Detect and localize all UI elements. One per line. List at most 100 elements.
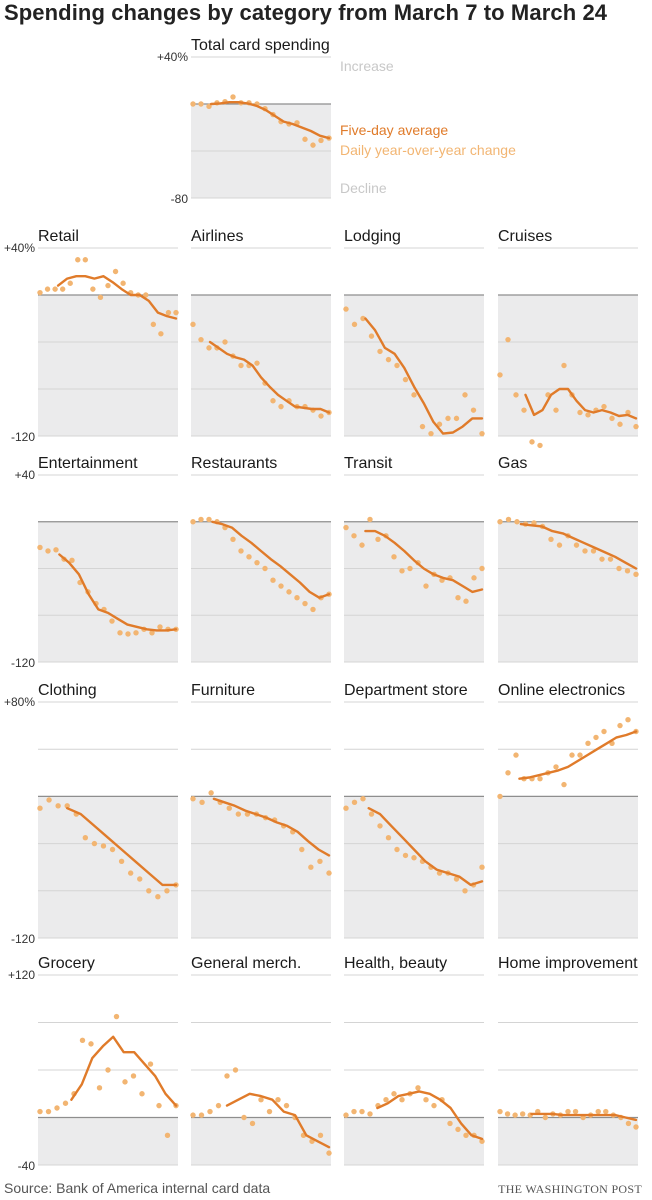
daily-point (326, 1150, 332, 1156)
chart-panel: Gas (497, 455, 639, 663)
y-tick-label: +40% (4, 241, 35, 255)
daily-point (206, 103, 212, 110)
decline-background (191, 295, 331, 436)
daily-point (283, 1102, 290, 1109)
daily-point (391, 554, 397, 560)
daily-point (206, 345, 212, 351)
daily-point (601, 728, 607, 735)
five-day-average-line (225, 1092, 331, 1149)
daily-point (542, 1114, 549, 1121)
decline-background (38, 521, 178, 662)
daily-point (553, 764, 559, 770)
daily-point (88, 1041, 94, 1047)
panel-title: Home improvement (498, 955, 638, 972)
daily-point (158, 331, 164, 337)
daily-point (90, 286, 96, 292)
daily-point (258, 1096, 264, 1103)
daily-point (504, 1111, 511, 1117)
page-title: Spending changes by category from March … (4, 0, 608, 25)
daily-point (120, 280, 126, 286)
decline-background (38, 1117, 178, 1165)
daily-point (235, 811, 242, 817)
daily-point (105, 282, 111, 289)
daily-point (367, 516, 373, 523)
chart-panel: Entertainment+40 -120 (11, 455, 179, 670)
daily-point (317, 858, 323, 864)
daily-point (155, 894, 161, 900)
daily-point (603, 1108, 609, 1115)
y-tick-label: +120 (8, 968, 35, 982)
daily-point (453, 876, 460, 882)
daily-point (561, 362, 567, 369)
daily-point (479, 565, 485, 572)
decline-background (344, 796, 484, 938)
daily-point (310, 142, 316, 148)
chart-panel: Home improvement (497, 955, 639, 1166)
daily-point (198, 516, 204, 523)
daily-point (147, 1061, 154, 1067)
daily-point (505, 336, 511, 343)
daily-point (326, 870, 332, 876)
daily-point (521, 407, 527, 413)
daily-point (133, 630, 139, 636)
daily-point (470, 407, 477, 413)
daily-point (54, 1105, 60, 1111)
daily-point (351, 1108, 357, 1115)
daily-point (230, 536, 236, 542)
daily-point (254, 559, 260, 566)
daily-point (53, 547, 59, 553)
daily-point (585, 412, 591, 418)
daily-point (590, 548, 597, 554)
daily-point (463, 598, 469, 604)
daily-point (137, 876, 143, 882)
decline-background (38, 295, 178, 436)
daily-point (310, 606, 316, 613)
daily-point (91, 840, 98, 847)
five-day-average-line (65, 807, 178, 887)
decline-background (498, 1117, 638, 1165)
daily-point (238, 548, 244, 554)
daily-point (52, 286, 58, 292)
daily-point (75, 257, 81, 263)
daily-point (246, 554, 252, 560)
daily-point (262, 565, 268, 572)
daily-point (199, 799, 205, 805)
daily-point (59, 286, 66, 292)
daily-point (577, 752, 583, 758)
daily-point (497, 793, 503, 800)
daily-point (436, 421, 443, 427)
daily-point (157, 624, 163, 630)
chart-panel: Furniture (190, 682, 332, 939)
daily-point (479, 430, 485, 437)
daily-point (198, 101, 204, 107)
legend-increase: Increase (340, 58, 394, 74)
daily-point (224, 1073, 230, 1079)
daily-point (394, 362, 400, 369)
five-day-average-line (58, 553, 178, 632)
y-tick-label: -120 (11, 430, 35, 444)
five-day-average-line (212, 797, 331, 857)
source-note: Source: Bank of America internal card da… (4, 1180, 271, 1196)
daily-point (207, 1108, 213, 1115)
daily-point (79, 1037, 86, 1044)
daily-point (343, 306, 349, 312)
five-day-average-line (524, 387, 638, 420)
daily-point (561, 781, 567, 788)
legend-five-day-average: Five-day average (340, 122, 448, 138)
daily-point (238, 362, 244, 369)
y-tick-label: +80% (4, 695, 35, 709)
daily-point (359, 542, 365, 548)
daily-point (453, 415, 460, 422)
daily-point (383, 1096, 389, 1103)
daily-point (462, 888, 468, 894)
chart-panel: General merch. (190, 955, 332, 1166)
five-day-average-line (376, 1090, 484, 1141)
chart-panel: Health, beauty (343, 955, 485, 1166)
daily-point (45, 1108, 52, 1115)
daily-point (55, 803, 61, 809)
daily-point (62, 1100, 69, 1106)
daily-point (360, 796, 366, 802)
daily-point (455, 1126, 461, 1133)
panel-title: Lodging (344, 228, 401, 245)
daily-point (351, 533, 357, 539)
